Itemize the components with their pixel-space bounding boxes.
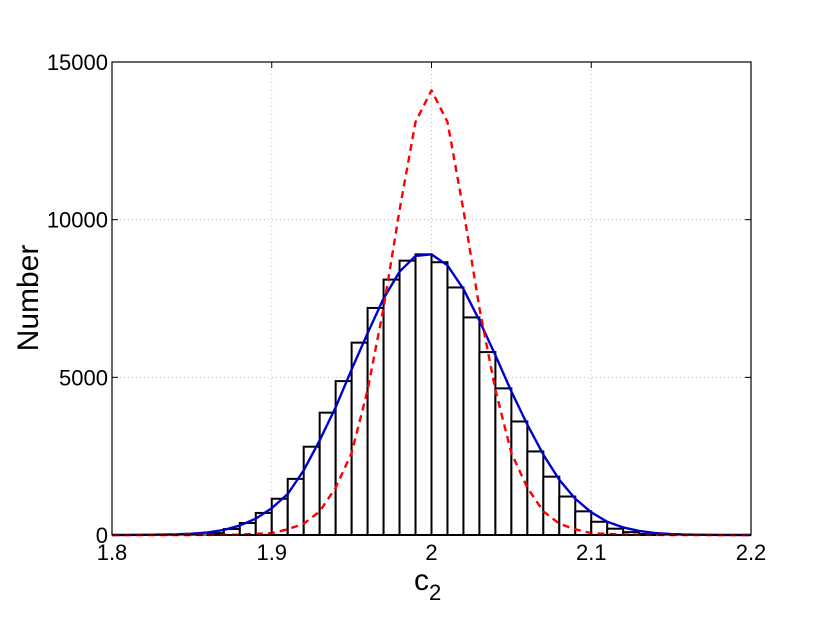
x-axis-label: c2: [414, 564, 441, 605]
y-tick-label: 5000: [59, 365, 108, 390]
y-tick-label: 10000: [47, 208, 108, 233]
histogram-bar: [318, 411, 337, 536]
histogram-bar: [446, 286, 465, 537]
fit-curves: [111, 89, 752, 537]
series-line-1: [112, 89, 751, 537]
histogram-bar: [366, 306, 385, 536]
x-tick-label: 2.1: [576, 540, 607, 565]
histogram-bar: [542, 475, 561, 536]
x-axis-label-base: c: [414, 564, 429, 597]
series-line-0: [111, 253, 752, 537]
histogram-bar: [430, 261, 449, 536]
histogram-bar: [414, 253, 433, 536]
x-tick-label: 2: [425, 540, 437, 565]
x-tick-label: 2.2: [736, 540, 767, 565]
histogram-bar: [398, 259, 417, 536]
x-tick-label: 1.8: [97, 540, 128, 565]
histogram-bar: [494, 387, 513, 536]
histogram-bar: [510, 420, 529, 537]
y-axis-label: Number: [12, 245, 45, 352]
histogram-bar: [462, 316, 481, 537]
histogram-bar: [558, 495, 577, 536]
axis-ticks: 1.8 1.9 2 2.1 2.2 0 5000 10000 15000: [47, 50, 766, 565]
x-tick-label: 1.9: [256, 540, 287, 565]
histogram-bar: [382, 278, 401, 536]
x-axis-label-subscript: 2: [429, 580, 441, 605]
y-tick-label: 15000: [47, 50, 108, 75]
y-tick-label: 0: [96, 523, 108, 548]
